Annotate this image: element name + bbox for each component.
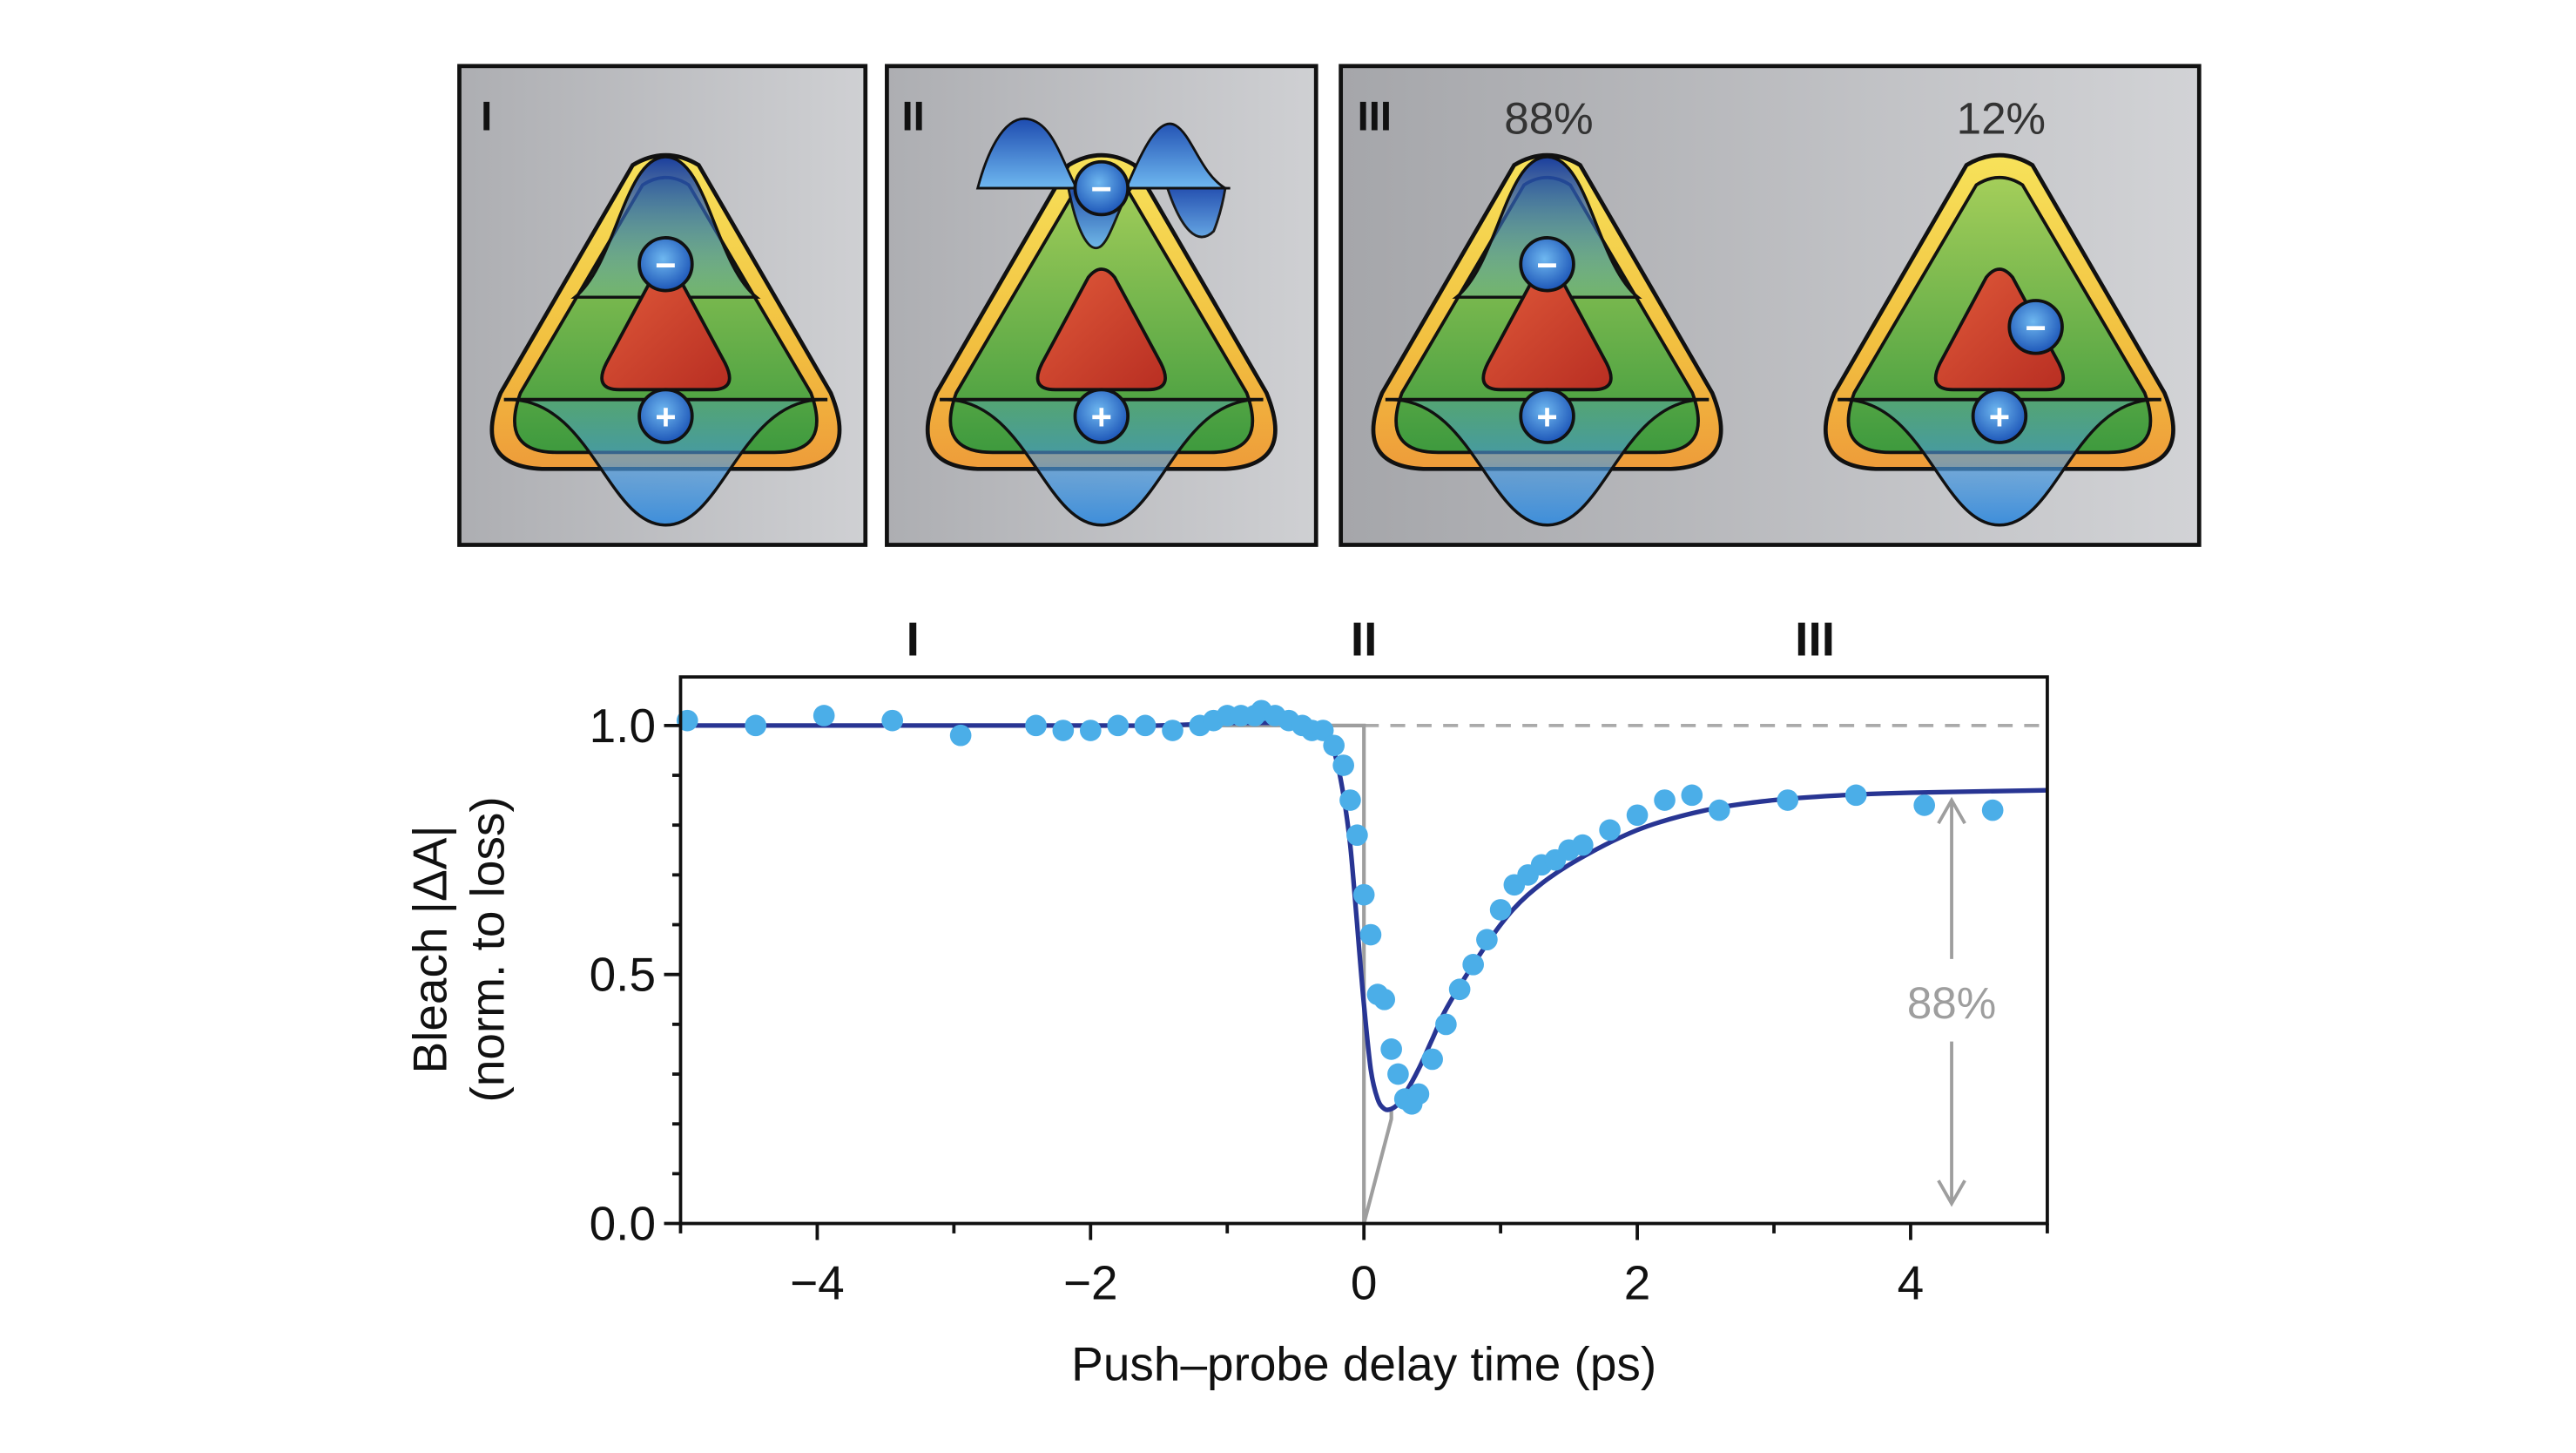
data-point: [1312, 720, 1334, 741]
data-point: [1162, 720, 1183, 741]
y-axis-label-line1: Bleach |ΔA|: [402, 825, 456, 1073]
annotation-label: 88%: [1907, 978, 1996, 1028]
panel-i-label: I: [481, 94, 492, 140]
data-point: [745, 714, 767, 737]
instrument-response-line: [680, 723, 1393, 1225]
data-point: [1681, 784, 1703, 807]
panel-iii-percent-right: 12%: [1957, 94, 2046, 144]
data-point: [1626, 804, 1649, 827]
data-point: [1332, 754, 1355, 776]
data-point: [881, 709, 903, 732]
annotation-arrowhead-up: [1937, 796, 1966, 825]
data-point: [1323, 734, 1345, 757]
region-label: III: [1795, 612, 1835, 666]
data-point: [1380, 1038, 1402, 1060]
electron-lobe: [570, 155, 761, 299]
schematic-panels: I II III 88% 12% − +: [457, 64, 2202, 547]
data-point: [1844, 784, 1867, 807]
y-tick-label: 0.0: [590, 1196, 656, 1250]
trapped-electron-icon: [2007, 299, 2064, 355]
core: [1933, 267, 2066, 392]
y-axis: 0.0 0.5 1.0: [590, 699, 681, 1250]
data-point: [1107, 714, 1130, 737]
data-point: [1777, 789, 1799, 811]
data-point: [1489, 899, 1512, 921]
hole-sign: +: [1989, 396, 2010, 437]
core: [1035, 267, 1167, 392]
nanocrystal-iii-relaxed: − +: [1371, 152, 1723, 527]
data-point: [1359, 923, 1382, 946]
annotation-arrowhead-down: [1937, 1179, 1966, 1207]
y-axis-label-line2: (norm. to loss): [461, 796, 515, 1102]
x-tick-label: 4: [1898, 1256, 1925, 1310]
data-point: [1346, 824, 1368, 847]
electron-icon: [1073, 159, 1130, 217]
hole-lobe: [944, 397, 1258, 527]
data-point: [949, 724, 972, 747]
x-tick-label: −2: [1063, 1256, 1118, 1310]
x-tick-label: 0: [1351, 1256, 1378, 1310]
y-tick-label: 1.0: [590, 699, 656, 753]
data-point: [1352, 883, 1375, 906]
panel-ii-label: II: [901, 94, 924, 140]
hole-icon: [637, 388, 694, 444]
data-point: [1435, 1013, 1457, 1036]
instrument-response-series: [680, 723, 1393, 1225]
data-point: [1339, 789, 1361, 811]
region-labels: I II III: [907, 612, 1835, 666]
region-label: II: [1351, 612, 1378, 666]
data-point: [813, 705, 835, 726]
x-tick-label: −4: [790, 1256, 845, 1310]
hole-icon: [1519, 388, 1575, 444]
panel-iii-label: III: [1358, 94, 1393, 140]
hole-lobe: [509, 397, 823, 527]
data-points-series: [676, 699, 2004, 1115]
nanocrystal-iii-trapped: − +: [1823, 152, 2175, 527]
panel-iii-percent-left: 88%: [1504, 94, 1593, 144]
electron-sign: −: [1091, 168, 1112, 209]
hole-sign: +: [1091, 396, 1112, 437]
electron-icon: [1519, 236, 1575, 293]
hole-sign: +: [1536, 396, 1557, 437]
hole-sign: +: [655, 396, 676, 437]
amplitude-annotation: 88%: [1907, 796, 1996, 1207]
nanocrystal-ii: − +: [925, 118, 1278, 527]
data-point: [1462, 954, 1484, 976]
data-point: [1572, 834, 1594, 856]
hole-lobe: [1390, 397, 1704, 527]
data-point: [1421, 1048, 1443, 1071]
data-point: [1387, 1063, 1409, 1085]
data-point: [1599, 819, 1621, 841]
x-tick-label: 2: [1624, 1256, 1651, 1310]
x-axis: −4 −2 0 2 4: [678, 1223, 2049, 1310]
x-axis-label: Push–probe delay time (ps): [1071, 1337, 1656, 1391]
data-point: [1476, 929, 1498, 951]
y-tick-label: 0.5: [590, 948, 656, 1002]
data-point: [1373, 988, 1396, 1010]
nanocrystal-i: − +: [489, 152, 842, 527]
bleach-chart: I II III 88% −4 −2 0 2 4 0.00.51.0 Push–probe …: [402, 612, 2049, 1391]
data-point: [1134, 714, 1157, 737]
hole-icon: [1073, 388, 1130, 444]
data-point: [1708, 799, 1730, 821]
electron-sign: −: [2025, 307, 2046, 348]
hole-icon: [1971, 388, 2028, 444]
region-label: I: [907, 612, 920, 666]
data-point: [1981, 799, 2004, 821]
data-point: [1025, 714, 1047, 737]
data-point: [1913, 794, 1936, 816]
data-point: [1407, 1083, 1430, 1105]
electron-lobe: [1452, 155, 1642, 299]
hole-lobe: [1842, 397, 2157, 527]
data-point: [1654, 789, 1676, 811]
electron-sign: −: [655, 244, 676, 285]
data-point: [1052, 720, 1075, 741]
data-point: [1079, 720, 1102, 741]
data-point: [1448, 978, 1471, 1001]
electron-sign: −: [1536, 244, 1557, 285]
electron-icon: [637, 236, 694, 293]
